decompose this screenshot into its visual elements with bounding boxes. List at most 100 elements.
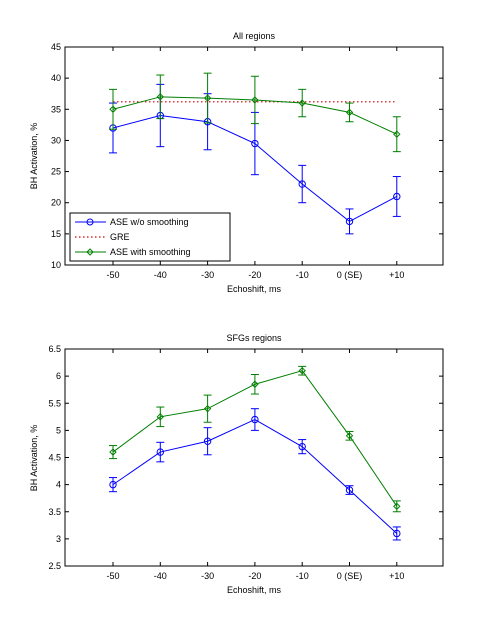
y-axis-label: BH Activation, % [29, 425, 39, 492]
x-tick-label: -40 [154, 270, 167, 280]
error-bar [392, 116, 401, 153]
data-point [251, 415, 259, 424]
series-ase-w-o-smoothing [109, 408, 401, 541]
error-bar [392, 526, 401, 541]
y-tick-label: 15 [51, 229, 61, 239]
error-bar [156, 74, 165, 120]
data-point [109, 448, 117, 456]
data-point [298, 442, 306, 451]
data-point [109, 480, 117, 489]
y-tick-label: 4.5 [48, 453, 61, 463]
x-tick-label: 0 (SE) [337, 270, 363, 280]
legend-label-gre: GRE [110, 232, 130, 242]
error-bar [156, 406, 165, 428]
x-axis-label: Echoshift, ms [227, 284, 282, 294]
legend-box [69, 212, 231, 262]
x-axis-label: Echoshift, ms [227, 585, 282, 595]
data-point [203, 437, 212, 445]
x-ticks: -50 -40 -30 -20 -10 0 (SE) +10 [106, 349, 404, 581]
error-bar [250, 408, 259, 431]
x-tick-label: -30 [201, 571, 214, 581]
legend-label-ase-wo: ASE w/o smoothing [110, 217, 189, 227]
error-bar [109, 445, 117, 460]
y-tick-label: 5 [56, 425, 61, 435]
data-point [109, 105, 117, 113]
error-bar [392, 176, 401, 217]
y-tick-label: 6.5 [48, 344, 61, 354]
y-ticks: 10 15 20 25 30 35 40 45 [51, 42, 443, 270]
panel-title: All regions [233, 31, 276, 41]
x-tick-label: -50 [106, 571, 119, 581]
data-point [393, 192, 401, 201]
legend-label-ase-with: ASE with smoothing [110, 247, 191, 257]
data-point [345, 108, 354, 117]
error-bar [203, 427, 212, 456]
data-point [156, 93, 165, 101]
data-point [298, 180, 306, 188]
x-tick-label: -40 [154, 571, 167, 581]
panel-title: SFGs regions [226, 333, 282, 343]
y-tick-label: 5.5 [48, 398, 61, 408]
panel-all-regions: All regions 10 15 20 25 30 35 40 45 -50 -40 -30 -2… [29, 31, 444, 294]
x-ticks: -50 -40 -30 -20 -10 0 (SE) +10 [106, 47, 404, 280]
error-bar [203, 72, 212, 124]
error-bar [250, 373, 259, 395]
data-point [298, 99, 306, 107]
data-point [251, 139, 259, 148]
error-bar [203, 394, 212, 423]
y-tick-label: 45 [51, 42, 61, 52]
data-point [203, 404, 212, 413]
data-point [345, 432, 354, 440]
panel-sfgs-regions: SFGs regions 2.533.544.555.566.5 -50 -40-… [29, 333, 444, 595]
legend-marker-diamond [86, 248, 94, 256]
y-tick-label: 4 [56, 480, 61, 490]
x-tick-label: -30 [201, 270, 214, 280]
data-point [393, 502, 401, 511]
data-point [251, 380, 259, 388]
x-tick-label: -50 [106, 270, 119, 280]
data-point [393, 130, 401, 138]
x-tick-label: +10 [389, 571, 404, 581]
x-tick-label: -10 [296, 270, 309, 280]
error-bar [345, 208, 354, 235]
data-point [393, 529, 401, 538]
error-bar [109, 477, 117, 493]
series-ase-with-smoothing [109, 365, 401, 513]
error-bar [250, 75, 259, 125]
data-point [345, 217, 354, 226]
x-tick-label: 0 (SE) [337, 571, 363, 581]
series-layer [109, 365, 401, 541]
error-bar [298, 164, 307, 204]
error-bar [109, 88, 117, 130]
data-point [345, 486, 354, 494]
y-axis-label: BH Activation, % [29, 123, 39, 190]
y-tick-label: 10 [51, 260, 61, 270]
y-tick-label: 6 [56, 371, 61, 381]
y-tick-label: 20 [51, 198, 61, 208]
y-tick-label: 3 [56, 534, 61, 544]
y-tick-label: 40 [51, 73, 61, 83]
y-tick-label: 25 [51, 167, 61, 177]
error-bar [156, 441, 165, 463]
y-tick-label: 35 [51, 104, 61, 114]
y-tick-label: 3.5 [48, 507, 61, 517]
legend: ASE w/o smoothing GRE ASE with smoothing [69, 212, 231, 262]
y-tick-label: 2.5 [48, 561, 61, 571]
x-tick-label: -20 [248, 270, 261, 280]
x-tick-label: +10 [389, 270, 404, 280]
x-tick-label: -10 [296, 571, 309, 581]
data-point [298, 366, 306, 375]
error-bar [298, 439, 307, 455]
data-point [156, 448, 165, 456]
error-bar [345, 102, 354, 123]
y-tick-label: 30 [51, 135, 61, 145]
data-point [203, 94, 212, 102]
series-ase-with-smoothing [109, 72, 401, 153]
error-bar [298, 88, 307, 118]
legend-marker-circle [86, 218, 94, 226]
series-layer [109, 72, 401, 235]
y-ticks: 2.5 3 3.5 4 4.5 5 5.5 6 6.5 [48, 344, 443, 571]
x-tick-label: -20 [248, 571, 261, 581]
data-point [251, 96, 259, 104]
